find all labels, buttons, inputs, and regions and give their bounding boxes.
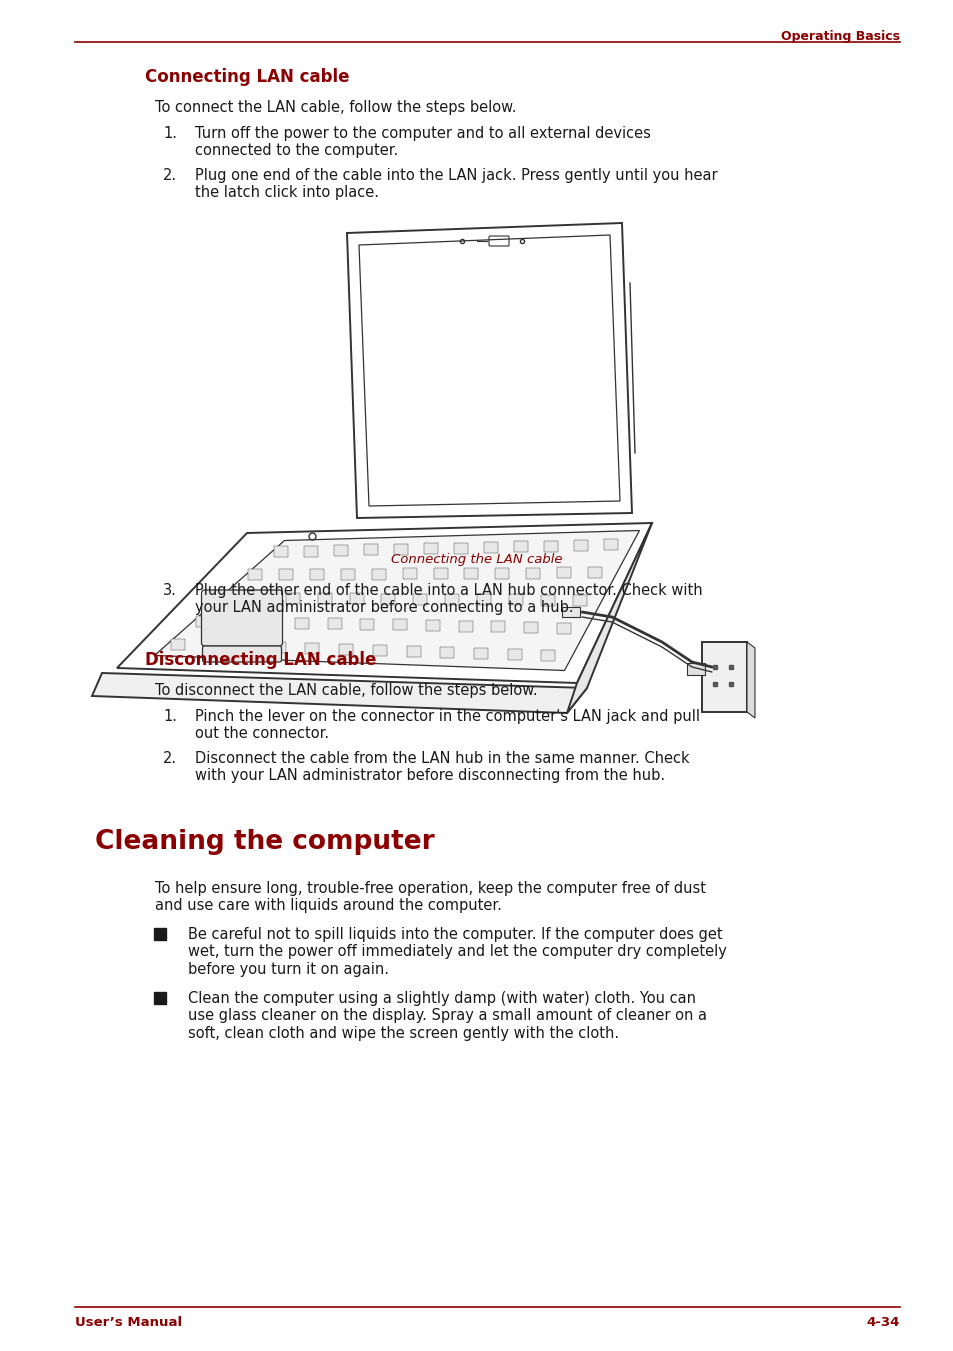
Text: Turn off the power to the computer and to all external devices
connected to the : Turn off the power to the computer and t… xyxy=(194,126,650,158)
Bar xyxy=(413,594,427,605)
Text: 2.: 2. xyxy=(163,751,177,766)
Bar xyxy=(196,616,210,627)
Bar xyxy=(425,620,439,631)
Polygon shape xyxy=(91,673,586,713)
Bar xyxy=(238,640,252,653)
Polygon shape xyxy=(746,642,754,717)
Bar xyxy=(495,567,509,578)
Bar xyxy=(310,569,323,580)
Bar xyxy=(204,640,218,651)
Bar xyxy=(483,542,497,553)
Text: To disconnect the LAN cable, follow the steps below.: To disconnect the LAN cable, follow the … xyxy=(154,684,537,698)
Bar xyxy=(381,593,395,605)
Bar xyxy=(440,647,454,658)
Text: 1.: 1. xyxy=(163,709,177,724)
Bar xyxy=(588,567,601,578)
Bar xyxy=(393,620,407,631)
Bar xyxy=(248,569,261,581)
Bar xyxy=(507,650,521,661)
Text: Connecting LAN cable: Connecting LAN cable xyxy=(145,68,349,86)
Bar xyxy=(541,650,555,661)
Bar xyxy=(491,621,505,632)
Text: Plug one end of the cable into the LAN jack. Press gently until you hear
the lat: Plug one end of the cable into the LAN j… xyxy=(194,168,717,200)
Bar xyxy=(274,546,287,558)
Bar xyxy=(458,620,472,632)
Bar xyxy=(508,594,522,605)
Bar xyxy=(303,546,317,557)
Bar xyxy=(262,617,275,628)
Bar xyxy=(557,623,571,634)
Bar xyxy=(476,594,491,605)
Bar xyxy=(294,617,309,628)
FancyBboxPatch shape xyxy=(201,590,282,646)
Bar xyxy=(686,663,704,676)
Bar xyxy=(272,642,286,653)
Bar xyxy=(334,544,347,557)
Polygon shape xyxy=(154,531,639,670)
Text: User’s Manual: User’s Manual xyxy=(75,1316,182,1329)
Bar xyxy=(286,593,299,604)
Bar xyxy=(572,594,586,605)
Bar xyxy=(327,619,341,630)
Text: Disconnect the cable from the LAN hub in the same manner. Check
with your LAN ad: Disconnect the cable from the LAN hub in… xyxy=(194,751,689,784)
Text: Plug the other end of the cable into a LAN hub connector. Check with
your LAN ad: Plug the other end of the cable into a L… xyxy=(194,584,702,616)
Polygon shape xyxy=(566,523,651,713)
Bar xyxy=(340,569,355,580)
Bar xyxy=(474,648,488,659)
Text: Pinch the lever on the connector in the computer's LAN jack and pull
out the con: Pinch the lever on the connector in the … xyxy=(194,709,700,742)
Bar xyxy=(433,569,447,580)
Bar xyxy=(540,594,555,605)
Text: 4-34: 4-34 xyxy=(865,1316,899,1329)
Bar xyxy=(229,616,243,627)
Bar xyxy=(464,567,478,580)
Bar xyxy=(278,569,293,580)
Bar xyxy=(557,567,571,578)
Bar xyxy=(603,539,618,550)
Bar xyxy=(454,543,467,554)
Bar xyxy=(561,607,579,617)
Text: Be careful not to spill liquids into the computer. If the computer does get
wet,: Be careful not to spill liquids into the… xyxy=(188,927,726,977)
Bar xyxy=(701,642,746,712)
Bar xyxy=(363,544,377,555)
Bar xyxy=(423,543,437,554)
Text: To connect the LAN cable, follow the steps below.: To connect the LAN cable, follow the ste… xyxy=(154,100,516,115)
Text: Disconnecting LAN cable: Disconnecting LAN cable xyxy=(145,651,376,669)
Text: Clean the computer using a slightly damp (with water) cloth. You can
use glass c: Clean the computer using a slightly damp… xyxy=(188,992,706,1040)
Text: Cleaning the computer: Cleaning the computer xyxy=(95,830,435,855)
Bar xyxy=(171,639,185,650)
Bar xyxy=(445,594,458,605)
Text: To help ensure long, trouble-free operation, keep the computer free of dust
and : To help ensure long, trouble-free operat… xyxy=(154,881,705,913)
Text: Connecting the LAN cable: Connecting the LAN cable xyxy=(391,553,562,566)
Polygon shape xyxy=(117,523,651,684)
Text: 3.: 3. xyxy=(163,584,176,598)
Bar xyxy=(543,540,558,551)
Bar xyxy=(526,567,539,578)
Bar xyxy=(305,643,319,654)
Bar xyxy=(574,540,587,551)
Bar xyxy=(372,569,385,580)
Bar xyxy=(406,646,420,657)
Bar xyxy=(514,542,527,553)
Bar xyxy=(524,621,537,632)
Text: Operating Basics: Operating Basics xyxy=(781,30,899,43)
Bar xyxy=(402,569,416,580)
Bar xyxy=(349,593,363,604)
Bar xyxy=(339,644,353,655)
Bar xyxy=(222,593,235,604)
Text: 1.: 1. xyxy=(163,126,177,141)
FancyBboxPatch shape xyxy=(202,646,281,662)
Bar xyxy=(253,593,268,604)
Bar xyxy=(317,593,332,604)
Bar xyxy=(373,644,387,657)
Bar xyxy=(360,619,374,630)
Text: 2.: 2. xyxy=(163,168,177,182)
Bar xyxy=(394,544,407,555)
